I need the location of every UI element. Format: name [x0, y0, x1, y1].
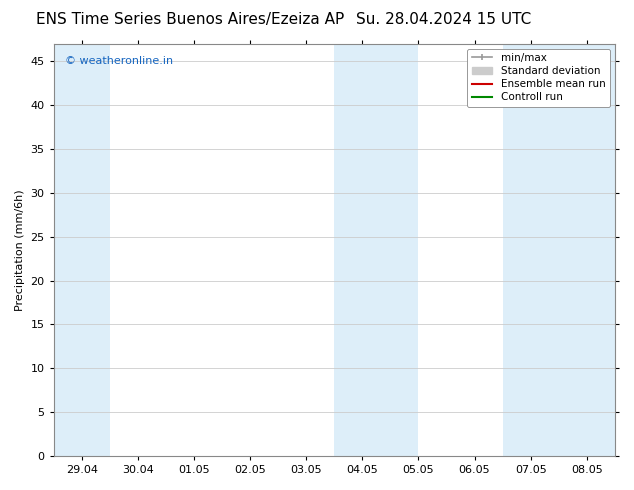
Bar [334, 44, 418, 456]
Bar [54, 44, 110, 456]
Text: © weatheronline.in: © weatheronline.in [65, 56, 173, 66]
Bar [503, 44, 615, 456]
Text: ENS Time Series Buenos Aires/Ezeiza AP: ENS Time Series Buenos Aires/Ezeiza AP [36, 12, 344, 27]
Text: Su. 28.04.2024 15 UTC: Su. 28.04.2024 15 UTC [356, 12, 531, 27]
Legend: min/max, Standard deviation, Ensemble mean run, Controll run: min/max, Standard deviation, Ensemble me… [467, 49, 610, 107]
Y-axis label: Precipitation (mm/6h): Precipitation (mm/6h) [15, 189, 25, 311]
